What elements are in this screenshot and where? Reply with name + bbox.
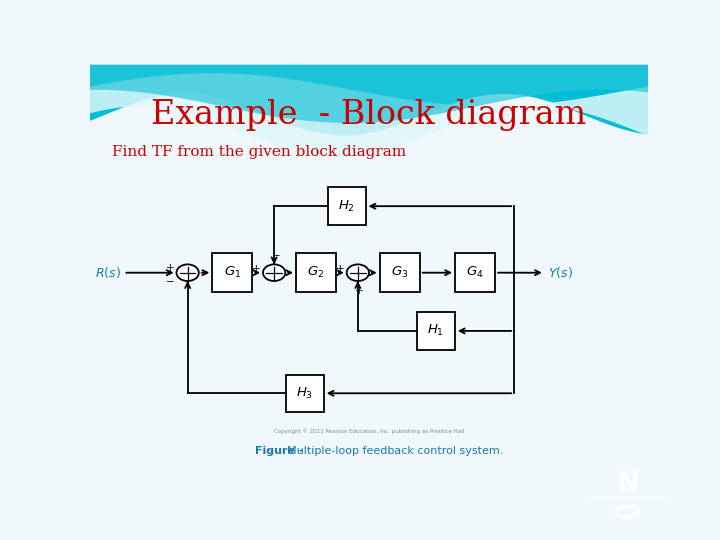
Text: $G_3$: $G_3$ (391, 265, 408, 280)
Text: $G_4$: $G_4$ (467, 265, 484, 280)
Bar (328, 187, 366, 225)
Text: $G_2$: $G_2$ (307, 265, 325, 280)
Text: Example  - Block diagram: Example - Block diagram (151, 99, 587, 131)
Text: Multiple-loop feedback control system.: Multiple-loop feedback control system. (280, 446, 503, 456)
Text: $G_1$: $G_1$ (224, 265, 241, 280)
Text: −: − (166, 277, 174, 287)
Text: −: − (271, 251, 280, 261)
Text: +: + (336, 264, 344, 274)
Text: +: + (355, 286, 364, 296)
Circle shape (346, 265, 369, 281)
Text: $H_3$: $H_3$ (297, 386, 313, 401)
Bar (379, 253, 420, 293)
Text: $H_1$: $H_1$ (428, 323, 444, 339)
Bar (212, 253, 253, 293)
Bar (296, 253, 336, 293)
Bar (286, 375, 324, 412)
Polygon shape (90, 65, 648, 136)
Circle shape (263, 265, 285, 281)
Bar (455, 253, 495, 293)
Text: Copyright © 2011 Pearson Education, Inc. publishing as Prentice Hall: Copyright © 2011 Pearson Education, Inc.… (274, 429, 464, 434)
Polygon shape (90, 65, 648, 123)
Polygon shape (90, 73, 648, 156)
Text: $R(s)$: $R(s)$ (95, 265, 121, 280)
Text: $Y(s)$: $Y(s)$ (547, 265, 572, 280)
Text: Figure -: Figure - (255, 446, 307, 456)
Text: +: + (252, 264, 261, 274)
Text: +: + (166, 263, 174, 273)
Text: N: N (616, 470, 640, 498)
Text: $H_2$: $H_2$ (338, 199, 355, 214)
Bar (417, 312, 455, 349)
Circle shape (176, 265, 199, 281)
Text: Find TF from the given block diagram: Find TF from the given block diagram (112, 145, 407, 159)
